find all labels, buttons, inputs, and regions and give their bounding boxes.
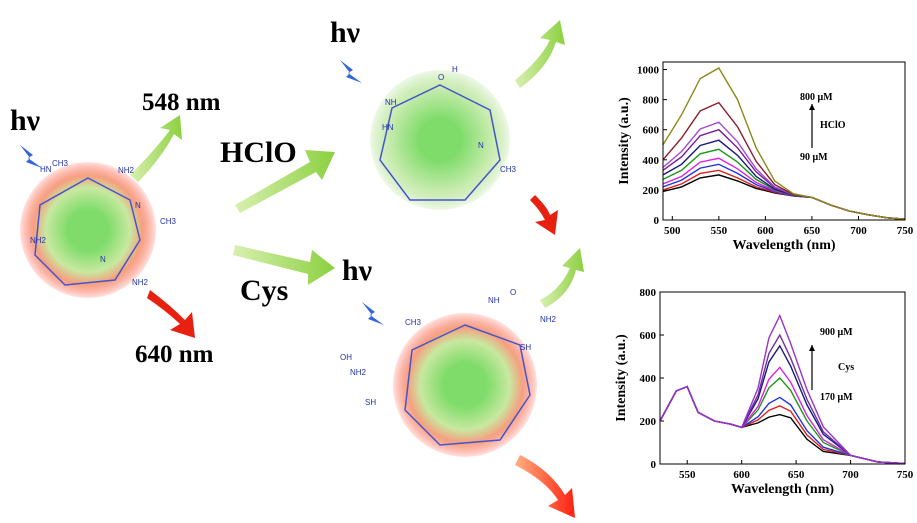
annotation: 800 μM [800,92,833,103]
y-tick-label: 600 [640,330,657,342]
red-emission-arrow [147,290,195,338]
green-emission-arrow [540,248,584,308]
x-tick-label: 750 [897,469,914,481]
y-tick-label: 0 [651,459,657,471]
reagent-label: Cys [240,274,288,307]
y-axis-title: Intensity (a.u.) [617,97,632,185]
molecule-label: NH2 [132,278,149,287]
annotation: Cys [838,362,854,373]
data-line [660,387,905,464]
green-emission-arrow [515,20,565,88]
x-tick-label: 700 [842,469,859,481]
data-line [660,378,905,464]
hv-label: hν [342,254,373,287]
cys-product [393,313,537,457]
y-tick-label: 400 [643,155,660,167]
x-tick-label: 650 [804,225,821,237]
molecule-label: N [135,201,141,210]
diagram: hν hν hν 548 nm 640 nm HClO Cys [10,16,584,518]
data-line [663,149,905,219]
data-line [663,103,905,220]
x-tick-label: 600 [733,469,750,481]
hv-label: hν [330,16,361,49]
molecule-label: HN [40,165,52,174]
data-line [660,387,905,464]
x-axis-title: Wavelength (nm) [732,238,835,253]
molecule-label: HN [382,123,394,132]
figure: hν hν hν 548 nm 640 nm HClO Cys NH2NH2NH… [0,0,917,523]
x-tick-label: 600 [757,225,774,237]
data-line [663,68,905,219]
red-emission-arrow [515,455,575,518]
light-bolt [340,60,362,83]
y-tick-label: 400 [640,373,657,385]
molecule-label: N [100,255,106,264]
y-tick-label: 800 [643,95,660,107]
annotation: HClO [820,120,846,131]
molecule-label: CH3 [405,318,422,327]
molecule-label: NH2 [540,315,557,324]
x-tick-label: 550 [679,469,696,481]
annotation: 90 μM [800,152,828,163]
molecule-label: H [452,65,458,74]
trend-arrowhead [809,345,815,351]
annotation: 900 μM [820,327,853,338]
molecule-label: NH [385,98,397,107]
molecule-label: SH [520,343,531,352]
y-tick-label: 1000 [637,65,660,77]
x-tick-label: 500 [664,225,681,237]
y-tick-label: 200 [640,416,657,428]
x-tick-label: 650 [788,469,805,481]
data-line [663,175,905,219]
y-tick-label: 200 [643,185,660,197]
plot-frame [663,62,905,220]
data-line [663,140,905,219]
y-tick-label: 600 [643,125,660,137]
data-line [660,346,905,464]
y-axis-title: Intensity (a.u.) [614,334,629,422]
x-tick-label: 750 [897,225,914,237]
x-tick-label: 550 [711,225,728,237]
emission-label: 640 nm [135,341,214,368]
emission-label: 548 nm [142,89,221,116]
light-bolt [362,302,384,325]
y-tick-label: 0 [654,215,660,227]
plot-frame [660,292,905,464]
data-line [660,316,905,464]
y-tick-label: 800 [640,287,657,299]
molecule-label: O [510,288,516,297]
x-tick-label: 700 [850,225,867,237]
molecule-label: CH3 [160,217,177,226]
green-emission-arrow [130,115,182,182]
x-axis-title: Wavelength (nm) [731,482,834,497]
red-emission-arrow [530,195,558,235]
charts: 500 550 600 650 700 750 0 200 400 600 800 1000 Wavel… [614,62,914,497]
data-line [660,387,905,464]
molecule-label: CH3 [500,165,517,174]
molecule-label: O [438,73,444,82]
molecule-label: N [478,141,484,150]
hclo-product [370,70,510,210]
molecule-label: NH2 [118,166,135,175]
trend-arrowhead [809,104,815,110]
molecule-label: SH [365,398,376,407]
annotation: 170 μM [820,392,853,403]
molecule-label: NH2 [350,368,367,377]
hv-label: hν [10,104,41,137]
molecule-label: OH [340,353,352,362]
reagent-label: HClO [220,136,297,169]
molecule-label: CH3 [52,159,69,168]
molecule-label: NH2 [30,236,47,245]
light-bolt [20,145,42,168]
molecule-label: NH [488,296,500,305]
